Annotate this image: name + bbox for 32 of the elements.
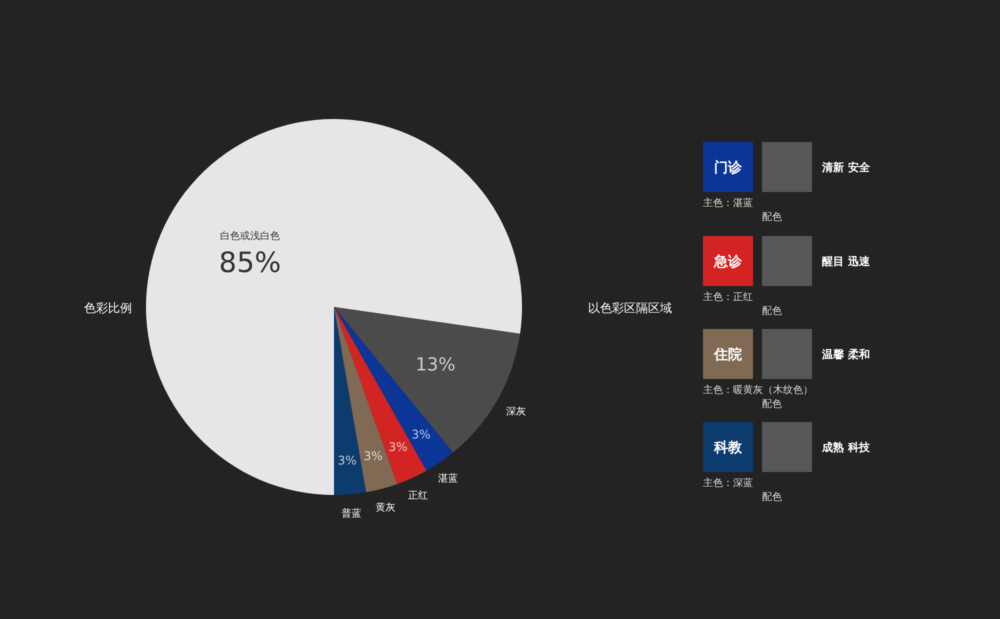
- data-label: 3%: [411, 427, 431, 442]
- text: 醒目 迅速: [822, 255, 871, 268]
- text: 清新 安全: [821, 161, 871, 174]
- text: 以色彩区隔区域: [588, 301, 672, 315]
- category-label: 急诊: [713, 254, 743, 270]
- text: 配色: [762, 211, 782, 223]
- category-label: 门诊: [714, 159, 743, 176]
- pie-slice: [334, 307, 366, 495]
- slice-label: 黄灰: [375, 501, 396, 514]
- text: 色彩比例: [84, 301, 132, 315]
- slice-label: 湛蓝: [438, 472, 458, 485]
- data-label: 3%: [338, 454, 357, 468]
- text: 主色：深蓝: [703, 477, 753, 489]
- slice-label: 普蓝: [341, 507, 362, 520]
- data-label: 13%: [415, 354, 456, 376]
- text: 主色：正红: [703, 291, 753, 303]
- data-label: 3%: [364, 449, 383, 464]
- text: 主色：暖黄灰（木纹色）: [703, 384, 813, 396]
- text: 温馨 柔和: [821, 348, 870, 361]
- pie-slice: [334, 307, 454, 471]
- slice-label: 正红: [408, 490, 428, 502]
- text: 主色：湛蓝: [703, 197, 753, 209]
- text: 配色: [762, 491, 782, 503]
- text: 配色: [762, 398, 782, 410]
- category-label: 科教: [713, 440, 743, 456]
- text: 成熟 科技: [821, 441, 871, 454]
- data-label: 3%: [388, 440, 408, 454]
- slice-label: 白色或浅白色: [220, 230, 280, 242]
- text: 配色: [762, 305, 782, 317]
- category-label: 住院: [713, 346, 742, 363]
- slice-label: 深灰: [506, 405, 526, 418]
- data-label: 85%: [218, 246, 282, 279]
